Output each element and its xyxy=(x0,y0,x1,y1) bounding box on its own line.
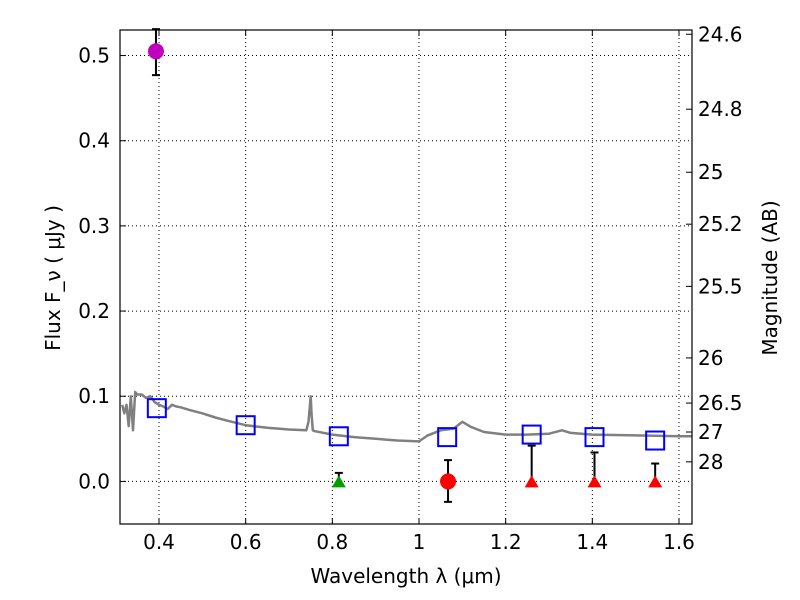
magnitude-tick-label: 26 xyxy=(698,346,723,370)
upper-limit-point xyxy=(648,475,663,488)
model-photometry-point xyxy=(584,427,605,448)
upper-limit-point xyxy=(524,475,539,488)
y-tick-label: 0.5 xyxy=(78,44,110,68)
magnitude-tick-label: 27 xyxy=(698,420,723,444)
y-tick-label: 0.0 xyxy=(78,469,110,493)
model-sed-layer xyxy=(120,390,692,443)
model-photometry-point xyxy=(328,426,349,447)
axis-ticks: 0.4 0.6 0.8 1 1.2 1.4 1.6 0.0 0.1 0.2 0.3 0.4 0.5 24.… xyxy=(78,22,742,554)
y-tick-label: 0.1 xyxy=(78,384,110,408)
magnitude-tick-label: 25.5 xyxy=(698,274,743,298)
y-tick-label: 0.3 xyxy=(78,214,110,238)
data-points xyxy=(146,28,666,503)
magnitude-tick-label: 28 xyxy=(698,450,723,474)
x-axis-title: Wavelength λ (μm) xyxy=(310,564,501,588)
magnitude-tick-label: 25 xyxy=(698,160,723,184)
model-photometry-point xyxy=(146,398,167,419)
x-tick-label: 0.6 xyxy=(230,530,262,554)
magnitude-tick-label: 24.8 xyxy=(698,97,743,121)
y-tick-label: 0.4 xyxy=(78,129,110,153)
model-photometry-point xyxy=(437,427,458,448)
model-photometry-point xyxy=(521,424,542,445)
y-axis-title: Flux F_ν ( μJy ) xyxy=(41,205,65,351)
model-photometry-point xyxy=(645,430,666,451)
plot-frame xyxy=(119,29,693,525)
x-tick-label: 1.6 xyxy=(663,530,695,554)
x-tick-label: 1.4 xyxy=(576,530,608,554)
x-tick-label: 1 xyxy=(413,530,426,554)
x-tick-label: 0.4 xyxy=(143,530,175,554)
magnitude-tick-label: 25.2 xyxy=(698,212,743,236)
y-tick-label: 0.2 xyxy=(78,299,110,323)
x-tick-label: 1.2 xyxy=(490,530,522,554)
upper-limit-point xyxy=(331,475,346,488)
upper-limit-point xyxy=(587,475,602,488)
x-tick-label: 0.8 xyxy=(316,530,348,554)
magnitude-tick-label: 24.6 xyxy=(698,22,743,46)
right-axis-title: Magnitude (AB) xyxy=(758,200,782,355)
data-point xyxy=(147,43,164,60)
magnitude-tick-label: 26.5 xyxy=(698,391,743,415)
data-point xyxy=(440,473,457,490)
model-photometry-point xyxy=(235,415,256,436)
model-sed-line xyxy=(120,390,692,443)
